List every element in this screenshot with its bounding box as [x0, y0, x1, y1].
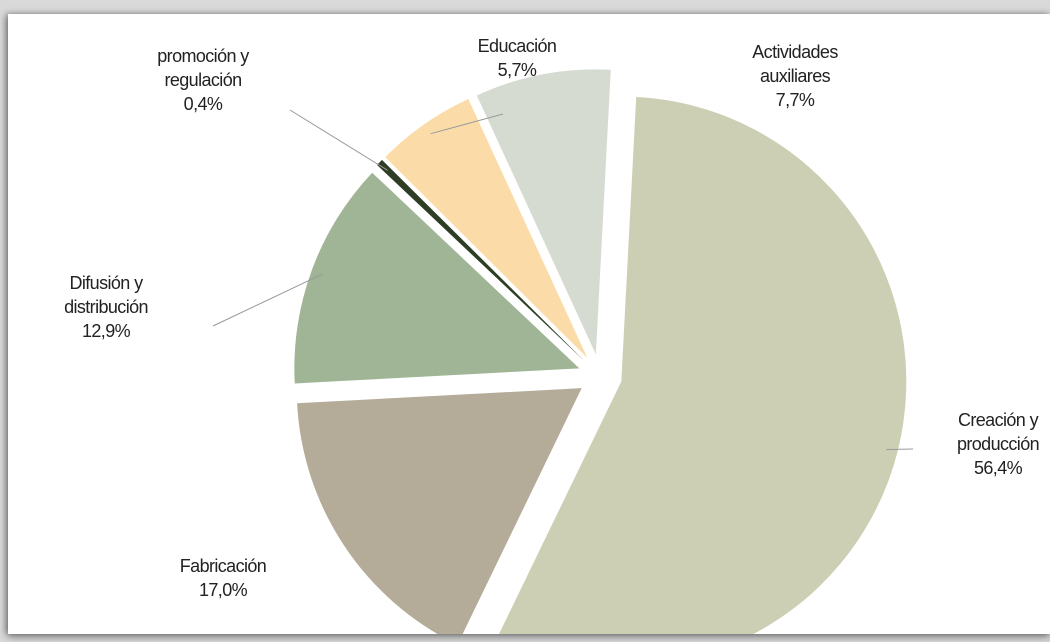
slice-name-line: producción — [957, 434, 1039, 454]
slice-label: Difusión y distribución 12,9% — [64, 273, 148, 341]
slice-label: promoción y regulación 0,4% — [157, 46, 249, 114]
pie-slice — [297, 388, 582, 634]
slice-name-line: Fabricación — [180, 556, 266, 576]
pie-slice — [377, 159, 585, 361]
chart-frame: Creación y producción 56,4% Fabricación 17,0… — [8, 14, 1050, 634]
slice-name-line: Educación — [478, 36, 557, 56]
slice-name-line: Difusión y — [69, 273, 143, 293]
slice-label: Actividades auxiliares 7,7% — [752, 42, 838, 110]
slice-name-line: auxiliares — [760, 66, 831, 86]
slice-label: Creación y producción 56,4% — [957, 410, 1039, 478]
slice-percent: 56,4% — [974, 458, 1023, 478]
leader-line — [289, 109, 388, 171]
pie-slice — [499, 96, 907, 634]
slice-percent: 17,0% — [199, 580, 248, 600]
leader-line — [212, 273, 323, 327]
leader-line — [430, 113, 504, 135]
slice-name-line: regulación — [164, 70, 241, 90]
slice-name-line: Actividades — [752, 42, 838, 62]
slice-percent: 12,9% — [82, 321, 131, 341]
slice-percent: 0,4% — [184, 94, 223, 114]
pie-slices — [294, 69, 907, 634]
leader-lines — [212, 109, 914, 451]
slice-name-line: Creación y — [958, 410, 1039, 430]
pie-slice — [476, 69, 611, 355]
pie-chart: Creación y producción 56,4% Fabricación 17,0… — [64, 36, 1040, 634]
slice-name-line: promoción y — [157, 46, 249, 66]
leader-line — [886, 448, 914, 451]
slice-name-line: distribución — [64, 297, 148, 317]
slice-percent: 5,7% — [498, 60, 537, 80]
pie-slice — [385, 99, 588, 358]
pie-slice — [294, 172, 580, 384]
slice-label: Fabricación 17,0% — [180, 556, 266, 600]
slice-label: Educación 5,7% — [478, 36, 557, 80]
slice-labels: Creación y producción 56,4% Fabricación 17,0… — [64, 36, 1040, 600]
slice-percent: 7,7% — [776, 90, 815, 110]
